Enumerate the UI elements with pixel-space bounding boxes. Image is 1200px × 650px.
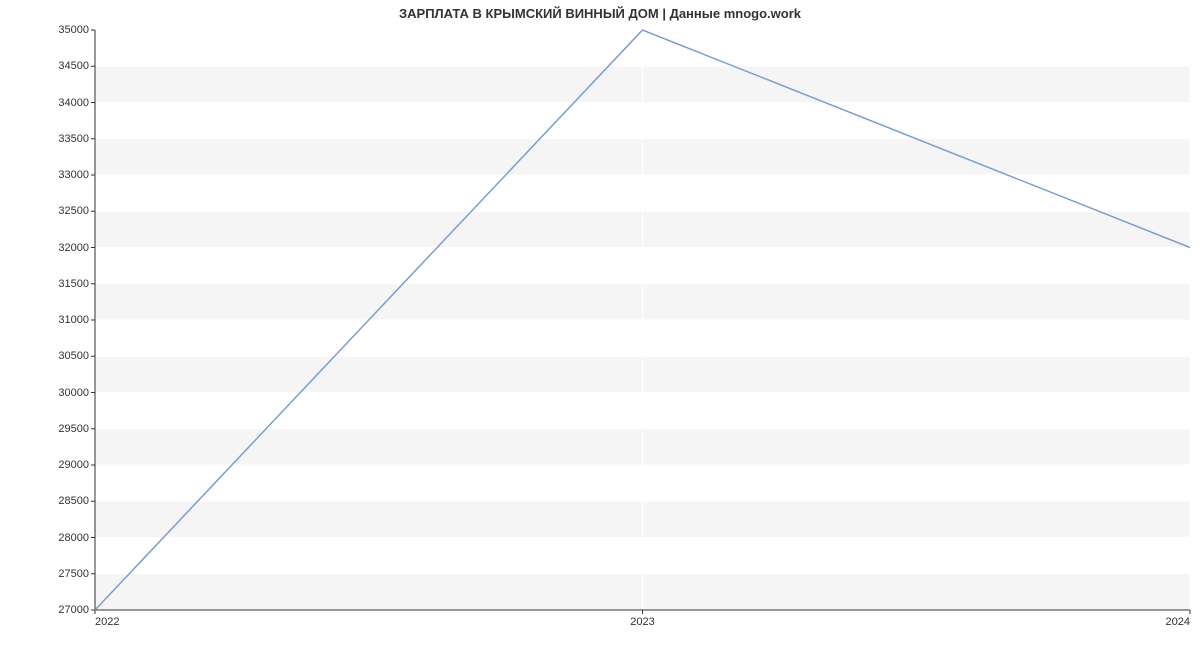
y-tick-label: 34000 <box>58 97 95 109</box>
y-tick-label: 32000 <box>58 242 95 254</box>
y-tick-label: 33000 <box>58 169 95 181</box>
y-tick-label: 31000 <box>58 314 95 326</box>
chart-svg <box>95 30 1190 610</box>
y-tick-label: 29500 <box>58 423 95 435</box>
y-tick-label: 30500 <box>58 350 95 362</box>
y-tick-label: 27000 <box>58 604 95 616</box>
x-tick-label: 2024 <box>1166 610 1190 628</box>
y-tick-label: 34500 <box>58 60 95 72</box>
plot-area: 2700027500280002850029000295003000030500… <box>95 30 1190 610</box>
y-tick-label: 27500 <box>58 568 95 580</box>
y-tick-label: 31500 <box>58 278 95 290</box>
y-tick-label: 28500 <box>58 495 95 507</box>
y-tick-label: 35000 <box>58 24 95 36</box>
x-tick-label: 2023 <box>630 610 654 628</box>
chart-title: ЗАРПЛАТА В КРЫМСКИЙ ВИННЫЙ ДОМ | Данные … <box>0 6 1200 21</box>
y-tick-label: 33500 <box>58 133 95 145</box>
x-tick-label: 2022 <box>95 610 119 628</box>
y-tick-label: 30000 <box>58 387 95 399</box>
y-tick-label: 32500 <box>58 205 95 217</box>
chart-container: ЗАРПЛАТА В КРЫМСКИЙ ВИННЫЙ ДОМ | Данные … <box>0 0 1200 650</box>
y-tick-label: 29000 <box>58 459 95 471</box>
y-tick-label: 28000 <box>58 532 95 544</box>
